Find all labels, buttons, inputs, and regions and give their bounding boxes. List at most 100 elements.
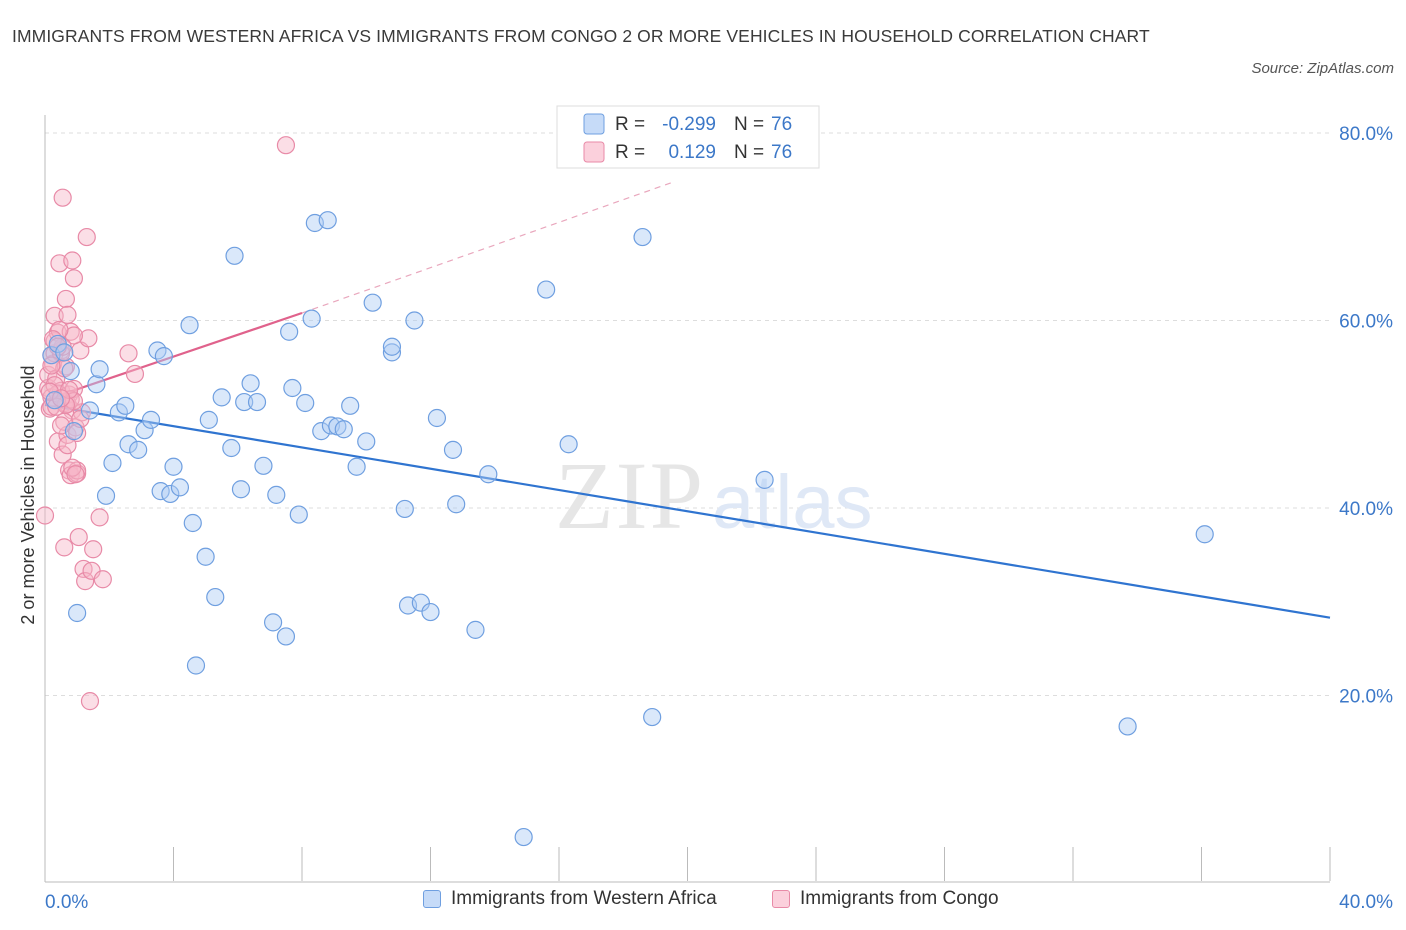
tick-labels: 20.0% 40.0% 60.0% 80.0% 0.0% 40.0% bbox=[45, 124, 1393, 913]
point-western-africa bbox=[643, 707, 662, 727]
point-western-africa bbox=[283, 378, 302, 398]
point-western-africa bbox=[427, 408, 447, 428]
point-western-africa bbox=[161, 484, 180, 504]
point-congo bbox=[93, 570, 112, 589]
point-western-africa bbox=[466, 620, 485, 639]
legend-item-congo[interactable]: Immigrants from Congo bbox=[772, 888, 999, 910]
legend-label-congo: Immigrants from Congo bbox=[800, 888, 999, 909]
point-western-africa bbox=[537, 280, 556, 299]
point-congo bbox=[63, 251, 82, 270]
point-western-africa bbox=[411, 593, 430, 612]
point-western-africa bbox=[68, 603, 87, 623]
point-congo bbox=[84, 540, 103, 559]
point-western-africa bbox=[154, 347, 173, 366]
grid-lines bbox=[45, 132, 1330, 696]
point-western-africa bbox=[334, 420, 353, 439]
legend-n-label-2: N = bbox=[734, 142, 764, 163]
point-congo bbox=[42, 356, 61, 375]
point-congo bbox=[53, 445, 72, 464]
bottom-legend: Immigrants from Western Africa Immigrant… bbox=[0, 888, 1406, 918]
legend-item-western-africa[interactable]: Immigrants from Western Africa bbox=[423, 888, 717, 910]
point-western-africa bbox=[447, 495, 466, 514]
x-tick-label: 40.0% bbox=[1339, 892, 1393, 913]
point-western-africa bbox=[263, 613, 283, 632]
point-congo bbox=[80, 692, 100, 711]
point-western-africa bbox=[196, 547, 215, 566]
point-western-africa bbox=[382, 337, 402, 356]
point-western-africa bbox=[183, 513, 202, 533]
point-western-africa bbox=[276, 627, 296, 646]
point-western-africa bbox=[280, 322, 299, 341]
point-congo bbox=[35, 506, 55, 525]
point-congo bbox=[47, 397, 66, 416]
point-western-africa bbox=[80, 401, 100, 420]
point-western-africa bbox=[231, 480, 251, 499]
point-western-africa bbox=[479, 465, 498, 484]
point-western-africa bbox=[45, 391, 64, 410]
point-congo bbox=[77, 227, 96, 247]
point-western-africa bbox=[170, 478, 190, 497]
legend-r-value-2: 0.129 bbox=[668, 142, 716, 163]
point-western-africa bbox=[405, 311, 424, 330]
point-western-africa bbox=[222, 438, 241, 458]
point-western-africa bbox=[247, 392, 267, 412]
point-western-africa bbox=[141, 410, 161, 429]
point-western-africa bbox=[633, 227, 652, 247]
point-western-africa bbox=[559, 435, 578, 454]
series-western-africa bbox=[42, 211, 1214, 847]
point-western-africa bbox=[225, 246, 244, 265]
point-western-africa bbox=[267, 485, 286, 504]
x-tick-label: 0.0% bbox=[45, 892, 88, 913]
point-western-africa bbox=[289, 505, 308, 524]
point-western-africa bbox=[116, 396, 135, 415]
axes bbox=[44, 115, 1331, 883]
point-congo bbox=[66, 465, 85, 484]
trend-extension-congo bbox=[301, 182, 672, 314]
point-western-africa bbox=[1118, 717, 1137, 736]
point-western-africa bbox=[135, 421, 154, 440]
point-congo bbox=[40, 382, 59, 401]
point-congo bbox=[51, 389, 71, 408]
point-western-africa bbox=[212, 388, 231, 407]
point-congo bbox=[56, 289, 75, 309]
point-western-africa bbox=[96, 486, 116, 505]
legend-n-value-1: 76 bbox=[771, 114, 792, 135]
legend-swatch-pink bbox=[583, 141, 605, 163]
point-western-africa bbox=[755, 470, 774, 489]
point-congo bbox=[90, 508, 109, 527]
point-congo bbox=[64, 269, 84, 288]
point-western-africa bbox=[61, 362, 80, 381]
point-western-africa bbox=[443, 440, 463, 459]
point-western-africa bbox=[90, 360, 109, 379]
point-congo bbox=[69, 527, 88, 547]
point-western-africa bbox=[514, 827, 533, 847]
watermark-atlas: atlas bbox=[712, 460, 873, 545]
point-western-africa bbox=[1195, 525, 1214, 544]
chart-title: IMMIGRANTS FROM WESTERN AFRICA VS IMMIGR… bbox=[12, 26, 1150, 46]
point-western-africa bbox=[341, 396, 360, 415]
point-western-africa bbox=[235, 392, 254, 412]
point-congo bbox=[276, 136, 296, 155]
watermark: ZIP atlas bbox=[555, 442, 873, 549]
point-western-africa bbox=[129, 440, 148, 459]
y-axis-label: 2 or more Vehicles in Household bbox=[18, 365, 38, 624]
point-congo bbox=[125, 364, 145, 384]
legend-n-label-1: N = bbox=[734, 114, 764, 135]
point-western-africa bbox=[296, 393, 315, 413]
y-tick-label: 40.0% bbox=[1339, 499, 1393, 520]
point-western-africa bbox=[363, 293, 382, 312]
point-congo bbox=[76, 572, 95, 591]
legend-label-western-africa: Immigrants from Western Africa bbox=[451, 888, 717, 909]
stats-legend: R = -0.299 N = 76 R = 0.129 N = 76 bbox=[556, 105, 820, 169]
point-congo bbox=[53, 188, 72, 207]
legend-swatch-blue bbox=[583, 113, 605, 135]
point-western-africa bbox=[87, 375, 106, 394]
point-western-africa bbox=[357, 432, 376, 451]
trend-line-western-africa bbox=[44, 403, 1331, 619]
legend-r-label-2: R = bbox=[615, 142, 645, 163]
point-western-africa bbox=[382, 343, 402, 362]
source-note: Source: ZipAtlas.com bbox=[1251, 60, 1394, 77]
point-western-africa bbox=[302, 309, 321, 328]
legend-swatch-congo bbox=[772, 890, 790, 908]
